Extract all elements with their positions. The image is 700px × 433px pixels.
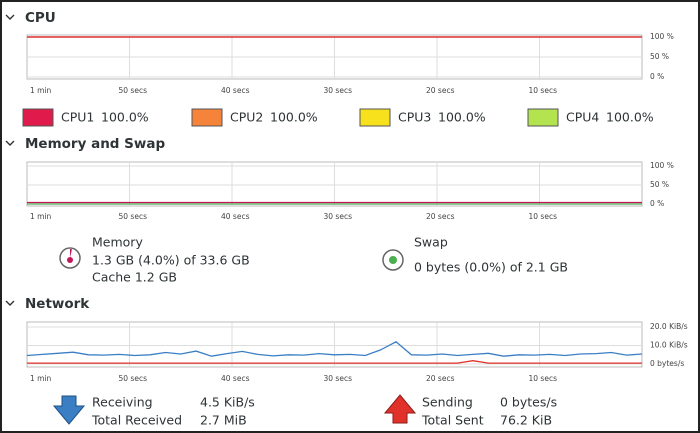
x-tick-label: 1 min	[30, 374, 52, 383]
legend-value: 100.0%	[101, 110, 149, 125]
x-tick-label: 50 secs	[119, 374, 148, 383]
memory-icon-dot	[67, 257, 73, 263]
legend-swatch[interactable]	[22, 108, 54, 127]
x-tick-label: 40 secs	[221, 86, 250, 95]
x-tick-label: 1 min	[30, 212, 52, 221]
x-tick-label: 10 secs	[529, 86, 558, 95]
total-sent: 76.2 KiB	[500, 413, 552, 428]
legend-name: CPU4	[566, 110, 599, 125]
series-line	[26, 341, 643, 357]
x-tick-label: 40 secs	[221, 374, 250, 383]
x-tick-label: 1 min	[30, 86, 52, 95]
receiving-icon	[52, 395, 86, 425]
section-title: CPU	[25, 10, 56, 26]
y-tick-label: 20.0 KiB/s	[650, 322, 688, 331]
legend-value: 100.0%	[438, 110, 486, 125]
x-tick-label: 30 secs	[324, 212, 353, 221]
memory-cache: Cache 1.2 GB	[92, 270, 177, 285]
legend-swatch[interactable]	[359, 108, 391, 127]
x-tick-label: 10 secs	[529, 374, 558, 383]
memory-expander[interactable]	[5, 140, 15, 146]
cpu-expander[interactable]	[5, 14, 15, 20]
x-tick-label: 50 secs	[119, 86, 148, 95]
y-tick-label: 100 %	[650, 32, 674, 41]
y-tick-label: 100 %	[650, 161, 674, 170]
sending-label: Sending	[422, 395, 473, 410]
y-tick-label: 50 %	[650, 180, 669, 189]
legend-name: CPU1	[61, 110, 94, 125]
memory-icon-slice	[70, 248, 72, 258]
x-tick-label: 20 secs	[426, 86, 455, 95]
series-line	[27, 360, 642, 364]
memory-usage: 1.3 GB (4.0%) of 33.6 GB	[92, 253, 250, 268]
x-tick-label: 50 secs	[119, 212, 148, 221]
legend-name: CPU3	[398, 110, 431, 125]
legend-swatch[interactable]	[191, 108, 223, 127]
network-expander[interactable]	[5, 300, 15, 306]
swap-label: Swap	[414, 235, 448, 250]
x-tick-label: 20 secs	[426, 212, 455, 221]
y-tick-label: 0 %	[650, 199, 664, 208]
y-tick-label: 0 bytes/s	[650, 359, 684, 368]
sending-rate: 0 bytes/s	[500, 395, 557, 410]
total-received-label: Total Received	[91, 413, 182, 428]
x-tick-label: 40 secs	[221, 212, 250, 221]
y-tick-label: 10.0 KiB/s	[650, 341, 688, 350]
swap-usage: 0 bytes (0.0%) of 2.1 GB	[414, 260, 568, 275]
swap-icon-dot	[389, 256, 397, 264]
memory-label: Memory	[92, 235, 143, 250]
section-title: Memory and Swap	[25, 136, 165, 152]
x-tick-label: 20 secs	[426, 374, 455, 383]
sending-icon	[383, 394, 417, 424]
legend-value: 100.0%	[606, 110, 654, 125]
x-tick-label: 30 secs	[324, 374, 353, 383]
y-tick-label: 50 %	[650, 52, 669, 61]
receiving-rate: 4.5 KiB/s	[200, 395, 255, 410]
legend-swatch[interactable]	[527, 108, 559, 127]
legend-value: 100.0%	[270, 110, 318, 125]
total-received: 2.7 MiB	[200, 413, 247, 428]
receiving-label: Receiving	[92, 395, 153, 410]
x-tick-label: 10 secs	[529, 212, 558, 221]
section-title: Network	[25, 296, 90, 312]
legend-name: CPU2	[230, 110, 263, 125]
x-tick-label: 30 secs	[324, 86, 353, 95]
y-tick-label: 0 %	[650, 72, 664, 81]
total-sent-label: Total Sent	[421, 413, 484, 428]
